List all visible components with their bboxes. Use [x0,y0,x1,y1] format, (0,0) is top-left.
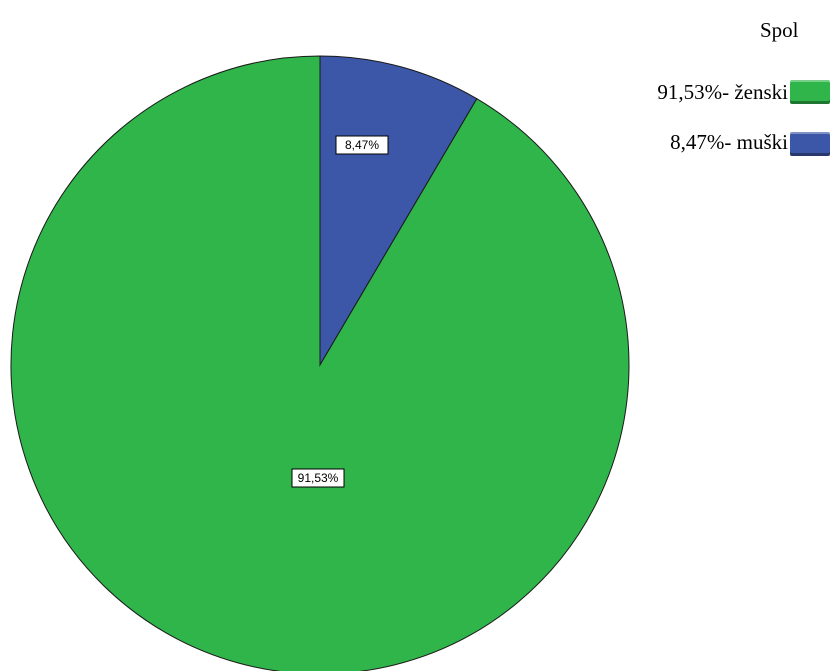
legend-label-muski: 8,47%- muški [670,130,788,154]
slice-label-text: 91,53% [298,471,339,485]
legend-title: Spol [760,18,799,42]
slice-label-zenski: 91,53% [291,468,345,488]
legend-label-zenski: 91,53%- ženski [657,80,788,104]
legend-swatch-muski [790,132,830,156]
pie-slice-zenski [10,55,630,671]
legend-swatch-zenski [790,80,830,104]
slice-label-text: 8,47% [345,138,379,152]
pie-slices [10,55,630,671]
slice-labels: 8,47% 91,53% [291,135,389,488]
slice-label-muski: 8,47% [335,135,389,155]
pie-slice-muski [319,55,478,367]
slice-label-box [335,135,389,155]
slice-label-box [291,468,345,488]
